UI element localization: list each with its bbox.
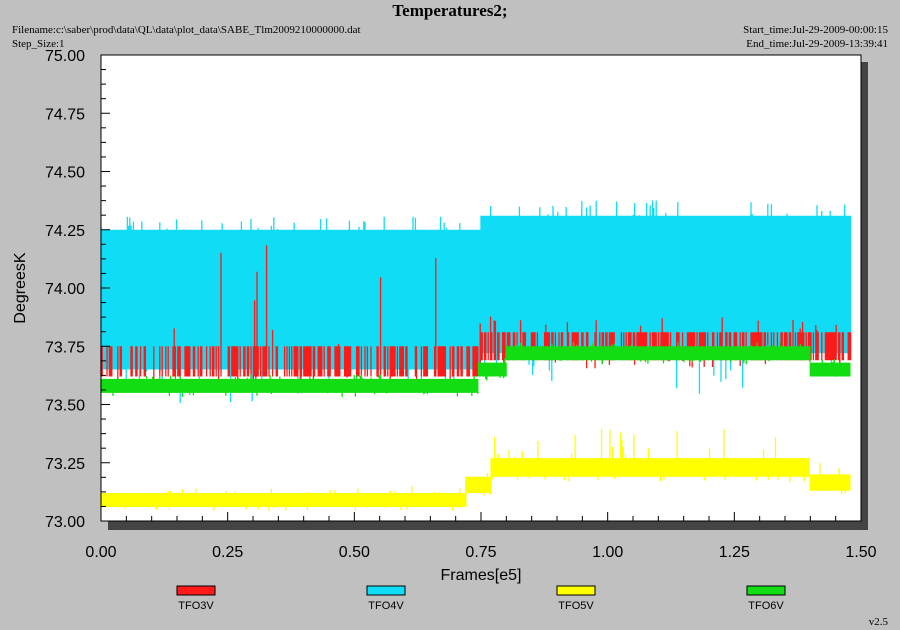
- series-band-TFO5V: [465, 472, 492, 496]
- y-tick-label: 74.75: [45, 106, 85, 123]
- x-tick-label: 0.25: [212, 544, 243, 561]
- legend-swatch: [746, 585, 786, 596]
- legend-label: TFO4V: [368, 600, 404, 612]
- end-time-text: End_time:Jul-29-2009-13:39:41: [746, 38, 888, 50]
- legend-swatch: [556, 585, 596, 596]
- x-tick-label: 0.00: [85, 544, 116, 561]
- legend-item-TFO4V: TFO4V: [366, 585, 406, 612]
- y-axis-label: DegreesK: [12, 252, 29, 323]
- series-band-TFO6V: [477, 358, 507, 381]
- y-tick-label: 73.00: [45, 514, 85, 531]
- y-tick-label: 73.75: [45, 339, 85, 356]
- legend-swatch: [176, 585, 216, 596]
- chart-title: Temperatures2;: [392, 1, 508, 20]
- x-tick-label: 1.50: [845, 544, 876, 561]
- y-tick-label: 74.00: [45, 281, 85, 298]
- series-band-TFO3V: [480, 316, 852, 369]
- filename-text: Filename:c:\saber\prod\data\QL\data\plot…: [12, 24, 361, 36]
- x-tick-label: 1.25: [719, 544, 750, 561]
- y-tick-label: 73.25: [45, 456, 85, 473]
- series-band-TFO6V: [809, 359, 851, 377]
- series-band-TFO4V: [480, 200, 852, 394]
- x-tick-label: 0.75: [465, 544, 496, 561]
- series-TFO6V: [100, 341, 851, 397]
- axes-layer: 73.00 73.25 73.50 73.75 74.00 74.25 74.50 74.75…: [45, 48, 877, 561]
- legend-item-TFO6V: TFO6V: [746, 585, 786, 612]
- y-tick-label: 75.00: [45, 48, 85, 65]
- series-band-TFO5V: [809, 463, 851, 495]
- legend-label: TFO3V: [178, 600, 214, 612]
- legend-label: TFO5V: [558, 600, 594, 612]
- step-size-text: Step_Size:1: [12, 38, 65, 50]
- y-tick-label: 73.50: [45, 398, 85, 415]
- legend-label: TFO6V: [748, 600, 784, 612]
- start-time-text: Start_time:Jul-29-2009-00:00:15: [743, 24, 888, 36]
- version-text: v2.5: [868, 616, 888, 628]
- series-TFO3V: [100, 245, 852, 385]
- y-tick-label: 74.25: [45, 223, 85, 240]
- legend: TFO3V TFO4V TFO5V TFO6V: [176, 585, 786, 612]
- x-tick-label: 1.00: [592, 544, 623, 561]
- legend-item-TFO5V: TFO5V: [556, 585, 596, 612]
- series-band-TFO5V: [490, 429, 810, 482]
- legend-swatch: [366, 585, 406, 596]
- x-tick-label: 0.50: [339, 544, 370, 561]
- x-axis-label: Frames[e5]: [441, 567, 522, 584]
- legend-item-TFO3V: TFO3V: [176, 585, 216, 612]
- series-band-TFO6V: [505, 341, 811, 365]
- y-tick-label: 74.50: [45, 165, 85, 182]
